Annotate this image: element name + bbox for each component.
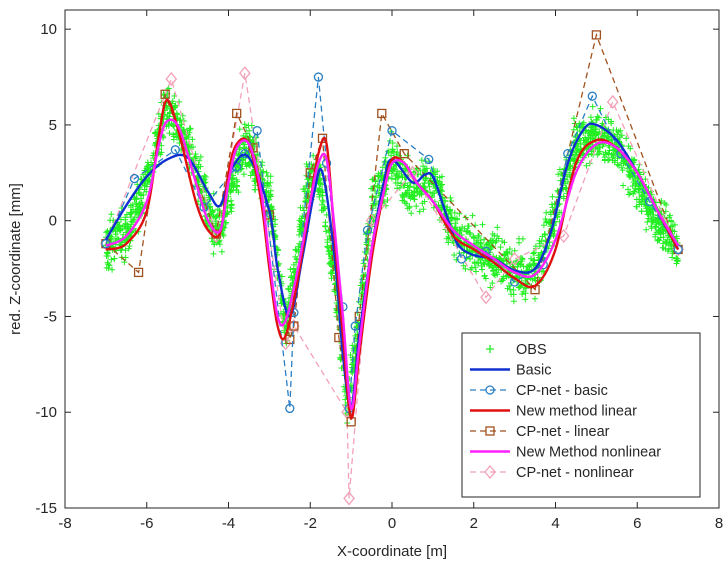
legend-label: CP-net - basic [516, 383, 608, 399]
marker-cp-net-linear [133, 267, 144, 278]
legend-label: CP-net - nonlinear [516, 465, 634, 481]
x-tick-label: -8 [58, 515, 71, 532]
x-tick-label: -4 [222, 515, 235, 532]
x-tick-label: -6 [140, 515, 153, 532]
marker-cp-net-basic [129, 173, 140, 184]
legend-label: New Method nonlinear [516, 445, 661, 461]
y-axis-label: red. Z-coordinate [mm] [7, 183, 24, 335]
y-tick-label: -10 [35, 404, 57, 421]
legend-marker [484, 464, 496, 480]
x-axis-label: X-coordinate [m] [337, 543, 447, 560]
marker-cp-net-nonlinear [165, 71, 178, 86]
marker-cp-net-basic [424, 154, 434, 165]
marker-cp-net-basic [313, 72, 324, 82]
marker-cp-net-nonlinear [288, 319, 300, 334]
marker-cp-net-basic [362, 225, 373, 235]
x-tick-label: 8 [715, 515, 723, 532]
legend-marker [485, 426, 495, 436]
legend-entries: OBS Basic CP-net - basic New method linear C… [470, 342, 661, 481]
series-new-method-nonlinear [105, 118, 680, 410]
marker-cp-net-nonlinear [239, 66, 251, 81]
marker-cp-net-basic [240, 149, 250, 159]
legend: OBS Basic CP-net - basic New method linear C… [461, 332, 701, 498]
marker-cp-net-basic [587, 91, 597, 101]
marker-cp-net-linear [160, 89, 170, 99]
series-new-method-linear [105, 98, 680, 420]
ticks-layer: -8 -6 -4 -2 0 2 4 6 8 -15 -10 -5 0 5 10 [35, 10, 723, 532]
legend-entry-obs: OBS [486, 342, 547, 358]
x-tick-label: 0 [388, 515, 396, 532]
y-tick-label: -5 [44, 308, 57, 325]
marker-cp-net-linear [285, 334, 295, 345]
legend-symbol [486, 345, 494, 353]
x-tick-label: -2 [304, 515, 317, 532]
marker-cp-net-nonlinear [508, 251, 521, 267]
legend-box [461, 332, 701, 498]
series-line-cp-net-linear [105, 32, 679, 422]
marker-cp-net-nonlinear [365, 213, 378, 228]
y-tick-label: 10 [40, 21, 57, 38]
legend-entry-cp-net-basic: CP-net - basic [470, 383, 608, 399]
marker-cp-net-basic [285, 403, 295, 414]
marker-cp-net-linear [591, 30, 602, 40]
marker-cp-net-nonlinear [606, 94, 619, 109]
x-tick-label: 4 [551, 515, 559, 532]
legend-entry-cp-net-nonlinear: CP-net - nonlinear [470, 464, 634, 481]
series-layer [100, 30, 684, 506]
x-tick-label: 6 [633, 515, 641, 532]
y-tick-label: -15 [35, 500, 57, 517]
marker-cp-net-nonlinear [480, 290, 492, 305]
y-tick-label: 0 [49, 213, 57, 230]
y-tick-label: 5 [49, 117, 57, 134]
legend-label: New method linear [516, 404, 637, 420]
legend-marker [485, 385, 495, 395]
marker-cp-net-linear [377, 108, 387, 119]
marker-cp-net-nonlinear [343, 491, 355, 506]
series-line-new-method-nonlinear [105, 118, 680, 410]
marker-cp-net-basic [456, 254, 467, 264]
plot-area [100, 30, 684, 506]
legend-label: OBS [516, 342, 547, 358]
legend-label: Basic [516, 363, 551, 379]
marker-cp-net-linear [399, 149, 409, 159]
x-tick-label: 2 [470, 515, 478, 532]
legend-entry-basic: Basic [470, 363, 551, 379]
legend-entry-new-method-linear: New method linear [470, 404, 637, 420]
legend-entry-cp-net-linear: CP-net - linear [470, 424, 610, 440]
series-line-new-method-linear [105, 98, 680, 420]
marker-cp-net-linear [232, 108, 242, 119]
legend-label: CP-net - linear [516, 424, 610, 440]
marker-cp-net-basic [387, 126, 397, 136]
marker-cp-net-basic [170, 145, 181, 155]
series-line-cp-net-basic [105, 76, 679, 409]
marker-cp-net-basic [350, 321, 360, 331]
marker-cp-net-basic [252, 126, 262, 136]
legend-entry-new-method-nonlinear: New Method nonlinear [470, 445, 661, 461]
